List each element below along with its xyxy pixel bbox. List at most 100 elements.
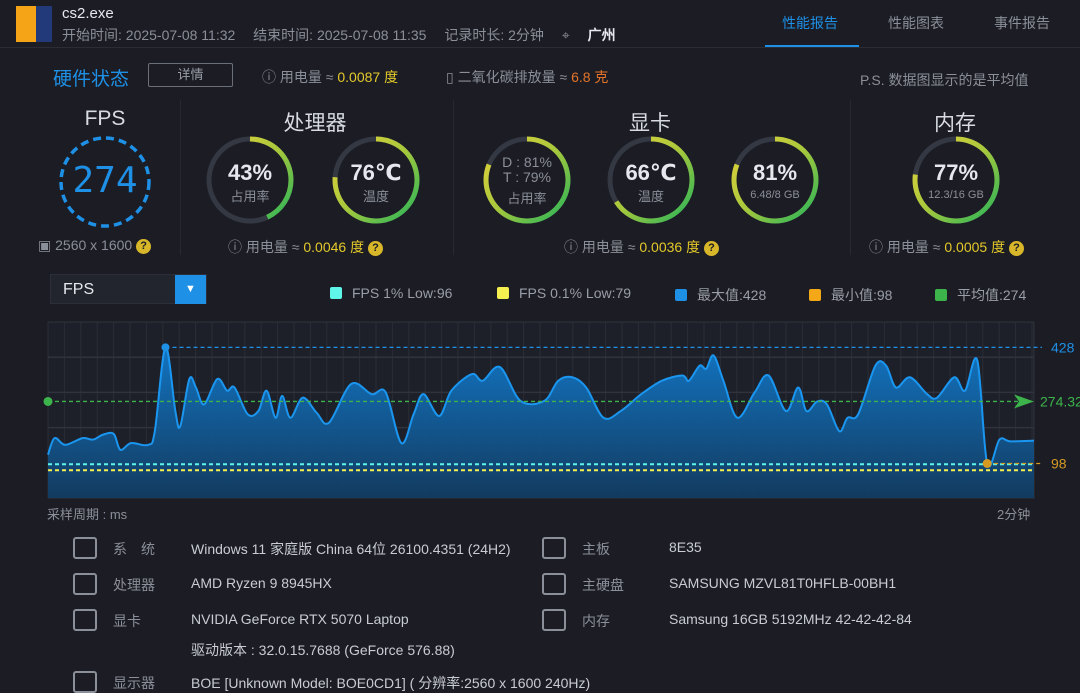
hardware-status-title: 硬件状态 xyxy=(53,69,130,90)
gauge-text: T : 79% xyxy=(503,169,551,185)
chevron-down-icon[interactable]: ▼ xyxy=(175,275,206,304)
max-label: 428 xyxy=(1051,339,1075,355)
memory-icon xyxy=(542,609,566,631)
spec-value: Samsung 16GB 5192MHz 42-42-42-84 xyxy=(669,611,912,627)
fps-area xyxy=(48,347,1034,498)
session-meta: 开始时间: 2025-07-08 11:32 结束时间: 2025-07-08 … xyxy=(62,25,630,45)
gauge-text: 占用率 xyxy=(507,191,547,206)
disk-icon xyxy=(542,573,566,595)
cpu-power: ⓘ 用电量 ≈ 0.0046 度 ? xyxy=(228,237,383,257)
spec-label: 处理器 xyxy=(113,577,155,593)
tab-performance-report[interactable]: 性能报告 xyxy=(782,15,838,31)
help-icon[interactable]: ? xyxy=(136,238,152,254)
cpu-title: 处理器 xyxy=(283,112,347,135)
avg-arrow-icon xyxy=(1014,394,1034,409)
power-total: ⓘ 用电量 ≈ 0.0087 度 xyxy=(262,69,399,85)
location-icon: ⌖ xyxy=(561,27,570,43)
fps-line xyxy=(47,346,1035,468)
start-time: 开始时间: 2025-07-08 11:32 xyxy=(62,27,236,43)
min-point xyxy=(982,459,992,469)
spec-value: BOE [Unknown Model: BOE0CD1] ( 分辨率:2560 … xyxy=(191,675,591,691)
resolution: ▣ 2560 x 1600 ? xyxy=(38,237,152,254)
memory-usage-gauge: 77% 12.3/16 GB xyxy=(908,132,1004,228)
x-axis-label: 采样周期 : ms xyxy=(47,507,128,522)
help-icon[interactable]: ? xyxy=(367,240,383,256)
avg-label: 274.32 xyxy=(1040,393,1080,409)
divider xyxy=(0,47,1080,48)
gauge-arc xyxy=(607,136,695,224)
memory-title: 内存 xyxy=(934,112,976,135)
gauge-text: 66℃ xyxy=(625,160,677,185)
fps-gauge: 274 xyxy=(57,134,153,230)
legend-min: 最小值:98 xyxy=(809,285,892,305)
power-icon: ⓘ xyxy=(564,239,578,255)
spec-value: NVIDIA GeForce RTX 5070 Laptop xyxy=(191,611,409,627)
spec-label: 主板 xyxy=(582,541,610,557)
cpu-temp-gauge: 76℃ 温度 xyxy=(328,132,424,228)
help-icon[interactable]: ? xyxy=(1008,240,1024,256)
fps-chart: 428 274.32 98 xyxy=(43,321,1080,499)
divider xyxy=(453,100,454,255)
gauge-arc xyxy=(483,136,571,224)
gauge-text: 温度 xyxy=(362,189,389,204)
fps-title: FPS xyxy=(84,107,126,130)
tab-event-report[interactable]: 事件报告 xyxy=(994,15,1050,31)
co2-icon: ▯ xyxy=(446,69,454,85)
x-axis-end-label: 2分钟 xyxy=(997,507,1031,522)
duration: 记录时长: 2分钟 xyxy=(444,27,544,43)
spec-value: Windows 11 家庭版 China 64位 26100.4351 (24H… xyxy=(191,541,511,557)
spec-label: 主硬盘 xyxy=(582,577,624,593)
spec-value: 8E35 xyxy=(669,539,702,555)
spec-label: 显卡 xyxy=(113,613,141,629)
spec-label: 显示器 xyxy=(113,675,155,691)
gpu-vram-gauge: 81% 6.48/8 GB xyxy=(727,132,823,228)
motherboard-icon xyxy=(542,537,566,559)
legend-fps-01-low: FPS 0.1% Low:79 xyxy=(497,285,631,301)
max-point xyxy=(161,343,170,352)
gauge-arc xyxy=(332,136,420,224)
gpu-icon xyxy=(73,609,97,631)
co2-total: ▯ 二氧化碳排放量 ≈ 6.8 克 xyxy=(446,69,609,85)
end-time: 结束时间: 2025-07-08 11:35 xyxy=(253,27,427,43)
memory-power: ⓘ 用电量 ≈ 0.0005 度 ? xyxy=(869,237,1024,257)
gpu-driver-version: 驱动版本 : 32.0.15.7688 (GeForce 576.88) xyxy=(191,642,455,658)
tab-performance-chart[interactable]: 性能图表 xyxy=(888,15,944,31)
chart-note: P.S. 数据图显示的是平均值 xyxy=(860,72,1029,88)
min-label: 98 xyxy=(1051,456,1067,472)
gauge-text: 温度 xyxy=(637,189,664,204)
help-icon[interactable]: ? xyxy=(703,240,719,256)
gauge-text: 12.3/16 GB xyxy=(928,189,984,201)
gauge-text: D : 81% xyxy=(502,154,552,170)
gpu-power: ⓘ 用电量 ≈ 0.0036 度 ? xyxy=(564,237,719,257)
avg-point xyxy=(43,396,53,406)
spec-value: SAMSUNG MZVL81T0HFLB-00BH1 xyxy=(669,575,897,591)
cpu-icon xyxy=(73,573,97,595)
gauge-arc xyxy=(731,136,819,224)
gpu-usage-gauge: D : 81% T : 79% 占用率 xyxy=(479,132,575,228)
gauge-text: 占用率 xyxy=(230,189,270,204)
gpu-temp-gauge: 66℃ 温度 xyxy=(603,132,699,228)
legend-fps-1-low: FPS 1% Low:96 xyxy=(330,285,452,301)
spec-label: 内存 xyxy=(582,613,610,629)
spec-value: AMD Ryzen 9 8945HX xyxy=(191,575,332,591)
metric-select[interactable]: FPS ▼ xyxy=(50,274,207,304)
gauge-arc xyxy=(206,136,294,224)
fps-value: 274 xyxy=(72,160,138,201)
gpu-title: 显卡 xyxy=(629,112,671,135)
location: 广州 xyxy=(587,27,616,43)
gauge-text: 43% xyxy=(227,160,273,185)
power-icon: ⓘ xyxy=(262,69,276,85)
windows-icon xyxy=(73,537,97,559)
gauge-text: 6.48/8 GB xyxy=(750,189,800,201)
gauge-text: 77% xyxy=(933,160,979,185)
legend-max: 最大值:428 xyxy=(675,285,766,305)
spec-label: 系 统 xyxy=(113,541,155,557)
active-tab-indicator xyxy=(765,45,859,48)
legend-avg: 平均值:274 xyxy=(935,285,1026,305)
cpu-usage-gauge: 43% 占用率 xyxy=(202,132,298,228)
app-name: cs2.exe xyxy=(62,5,114,22)
power-icon: ⓘ xyxy=(869,239,883,255)
app-logo xyxy=(16,6,52,42)
divider xyxy=(180,100,181,255)
detail-button[interactable]: 详情 xyxy=(148,63,233,87)
